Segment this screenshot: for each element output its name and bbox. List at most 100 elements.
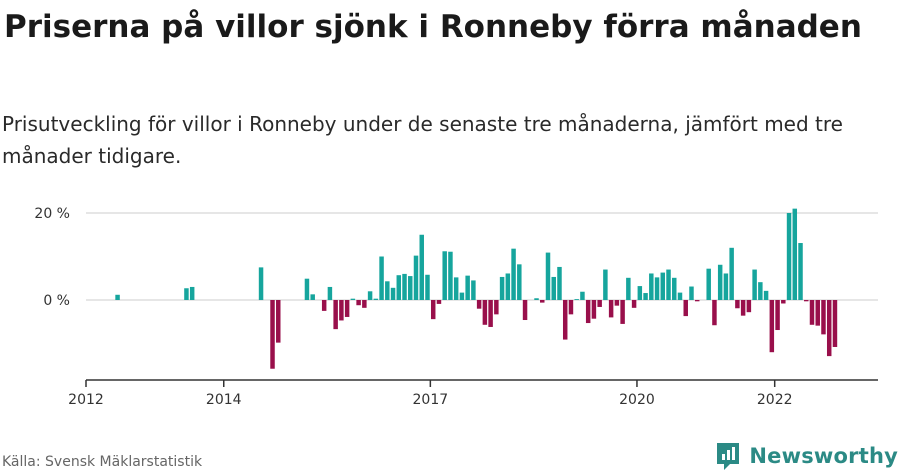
- bar: [430, 300, 436, 320]
- bar: [471, 280, 476, 300]
- bar: [304, 278, 310, 301]
- bar: [436, 300, 442, 304]
- bar: [459, 292, 465, 300]
- bar: [448, 251, 453, 300]
- bar: [769, 300, 775, 353]
- chart-subtitle: Prisutveckling för villor i Ronneby unde…: [2, 112, 843, 168]
- bar: [534, 298, 539, 300]
- source-note: Källa: Svensk Mäklarstatistik: [2, 454, 203, 470]
- brand-name: Newsworthy: [749, 444, 898, 468]
- bar: [189, 286, 195, 300]
- bar: [511, 248, 516, 300]
- bar: [643, 293, 648, 300]
- bar: [482, 300, 488, 325]
- bar: [321, 300, 327, 311]
- x-tick-label: 2014: [206, 392, 242, 408]
- bar: [276, 300, 281, 343]
- bar: [608, 300, 614, 318]
- bar: [660, 272, 666, 300]
- bar: [499, 276, 505, 300]
- bar: [373, 298, 379, 300]
- bar: [568, 300, 574, 315]
- newsworthy-logo-icon: [717, 443, 740, 470]
- bar: [390, 287, 396, 300]
- bar: [614, 300, 620, 306]
- bar: [385, 281, 390, 300]
- x-tick-label: 2017: [413, 392, 449, 408]
- bar: [672, 277, 677, 300]
- x-tick-label: 2020: [619, 392, 655, 408]
- bar: [344, 300, 350, 317]
- bar: [494, 300, 499, 315]
- bar: [832, 300, 838, 347]
- bar: [551, 276, 556, 300]
- bar: [350, 298, 356, 300]
- bar: [356, 300, 361, 306]
- bar: [591, 300, 597, 319]
- bar: [637, 286, 643, 300]
- bar: [574, 299, 579, 300]
- bar: [706, 268, 711, 300]
- bar: [631, 300, 637, 308]
- x-axis: [85, 379, 878, 387]
- bar: [585, 300, 591, 324]
- bar: [339, 300, 344, 321]
- bar: [735, 300, 740, 309]
- bar: [517, 264, 522, 300]
- bar: [758, 282, 763, 300]
- bar: [683, 300, 688, 317]
- bar: [815, 300, 820, 326]
- bar: [557, 266, 562, 300]
- bar: [717, 264, 723, 300]
- bar: [425, 274, 430, 300]
- bar: [597, 300, 602, 307]
- bar: [821, 300, 826, 335]
- bar: [488, 300, 493, 327]
- bar: [775, 300, 780, 331]
- brand-logo: Newsworthy: [715, 441, 898, 471]
- bar: [522, 300, 528, 321]
- bar: [620, 300, 625, 324]
- bar: [333, 300, 338, 330]
- bar: [786, 213, 792, 300]
- bar: [804, 300, 809, 302]
- bar: [402, 273, 407, 300]
- bar: [419, 234, 424, 300]
- bar: [746, 300, 752, 313]
- bar: [270, 300, 275, 369]
- bar: [413, 255, 419, 300]
- bar: [327, 286, 333, 300]
- bar: [626, 277, 631, 300]
- bar: [677, 292, 683, 300]
- bar: [396, 275, 402, 300]
- bar: [781, 300, 786, 304]
- chart-title: Priserna på villor sjönk i Ronneby förra…: [4, 9, 862, 45]
- last-value-annotation: -11 %: [820, 190, 861, 194]
- y-tick-label: 0 %: [43, 293, 70, 309]
- bar-chart: 0 % 20 % 2012 2014 2017 2020 2022 -11 %: [34, 190, 878, 408]
- bar: [562, 300, 568, 340]
- bar: [362, 300, 367, 308]
- bar: [465, 275, 470, 300]
- bar: [649, 273, 654, 300]
- bar: [184, 288, 189, 300]
- bar: [258, 267, 264, 301]
- bar: [752, 269, 757, 300]
- bar: [826, 300, 832, 357]
- bar: [476, 300, 482, 309]
- bar: [792, 208, 798, 300]
- bars: [115, 208, 838, 369]
- bar: [310, 294, 315, 300]
- x-tick-label: 2022: [757, 392, 793, 408]
- bar: [654, 277, 660, 300]
- bar: [379, 256, 384, 300]
- y-tick-label: 20 %: [34, 206, 70, 222]
- bar: [603, 269, 608, 300]
- bar: [540, 300, 545, 303]
- bar: [723, 273, 729, 300]
- bar: [763, 290, 769, 300]
- bar: [580, 291, 585, 300]
- bar: [666, 269, 671, 300]
- bar: [689, 286, 694, 300]
- bar: [712, 300, 717, 326]
